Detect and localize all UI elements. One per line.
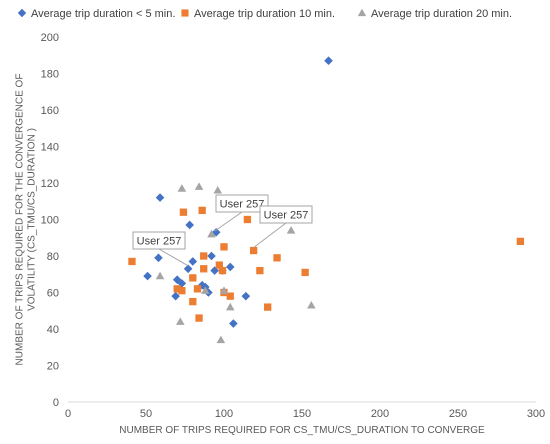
data-point-diamond [211,227,221,237]
data-point-square [264,303,272,311]
annotation-callout: User 257 [132,231,189,267]
data-point-diamond [324,56,333,66]
legend-label: Average trip duration 10 min. [194,8,335,20]
data-point-square [128,257,136,266]
callout-label: User 257 [264,210,309,222]
y-axis-title: NUMBER OF TRIPS REQUIRED FOR THE CONVERG… [15,74,38,366]
callout-leader [158,248,189,267]
data-point-square [200,265,208,273]
data-point-diamond [225,262,235,272]
data-point-square [301,268,309,277]
data-point-triangle [177,184,187,192]
legend-label: Average trip duration 20 min. [371,8,512,20]
data-point-triangle [307,300,316,309]
x-tick-label: 100 [215,408,233,420]
data-point-triangle [200,286,210,294]
data-point-triangle [155,271,165,280]
data-point-square [220,243,228,251]
y-tick-label: 0 [53,397,59,409]
data-point-square [193,285,202,293]
y-tick-label: 120 [41,178,59,190]
callout-leader [214,211,243,232]
legend-entry: Average trip duration 10 min. [181,8,335,20]
callout-box [259,205,313,224]
y-tick-label: 140 [41,142,59,154]
y-tick-label: 200 [41,32,59,44]
data-point-square [198,206,206,215]
data-point-square [189,297,197,306]
x-tick-label: 150 [293,408,311,420]
data-point-square [273,254,281,262]
data-point-diamond [229,319,238,328]
callout-label: User 257 [220,199,265,211]
data-point-diamond [207,251,216,261]
data-point-square [200,252,208,260]
data-point-square [218,266,227,275]
data-point-diamond [210,266,219,275]
data-point-triangle [219,286,229,294]
y-tick-label: 80 [47,251,59,263]
data-point-diamond [185,220,194,230]
data-point-triangle [194,182,204,190]
data-point-diamond [177,279,187,288]
x-axis-tick-labels: 0 50 100 150 200 250 300 [65,408,545,420]
data-point-diamond [241,291,251,301]
data-point-triangle [207,229,216,238]
data-point-square [215,261,223,269]
data-point-square [179,208,188,216]
y-tick-label: 160 [41,105,59,117]
x-tick-label: 300 [527,408,545,420]
data-point-square [516,237,525,246]
x-tick-label: 250 [449,408,467,420]
x-axis-title: NUMBER OF TRIPS REQUIRED FOR CS_TMU/CS_D… [119,425,485,436]
data-point-diamond [172,275,182,285]
data-point-square [256,266,264,275]
data-point-square [243,215,252,224]
callout-box [215,194,269,213]
callout-label: User 257 [137,236,182,248]
y-tick-label: 20 [47,361,59,373]
data-point-triangle [286,226,296,234]
data-point-square [195,314,203,322]
data-point-diamond [155,193,165,202]
data-point-square [189,274,197,282]
data-point-triangle [213,186,223,194]
callout-box [132,231,186,250]
callout-leader [253,222,287,248]
data-point-square [173,285,181,293]
y-tick-label: 40 [47,324,59,336]
legend-entry: Average trip duration < 5 min. [17,8,175,20]
data-point-diamond [183,264,193,274]
y-tick-label: 100 [41,215,59,227]
data-point-square [226,292,234,300]
data-point-diamond [154,253,163,263]
y-axis-tick-labels: 0 20 40 60 80 100 120 140 160 180 200 [41,32,59,409]
y-tick-label: 180 [41,69,59,81]
data-point-triangle [225,302,235,311]
x-tick-label: 200 [371,408,389,420]
y-tick-label: 60 [47,288,59,300]
data-point-square [249,246,258,255]
data-point-diamond [171,291,180,301]
data-point-triangle [176,317,185,325]
annotation-callout: User 257 [214,194,269,232]
data-point-triangle [216,335,226,344]
annotation-callout: User 257 [253,205,313,248]
legend: Average trip duration < 5 min. Average tr… [17,8,512,20]
data-points [128,56,525,344]
legend-entry: Average trip duration 20 min. [357,8,512,20]
data-point-diamond [143,271,152,281]
legend-label: Average trip duration < 5 min. [31,8,175,20]
x-tick-label: 50 [140,408,152,420]
data-point-diamond [188,257,198,266]
x-tick-label: 0 [65,408,71,420]
data-point-square [178,287,186,295]
